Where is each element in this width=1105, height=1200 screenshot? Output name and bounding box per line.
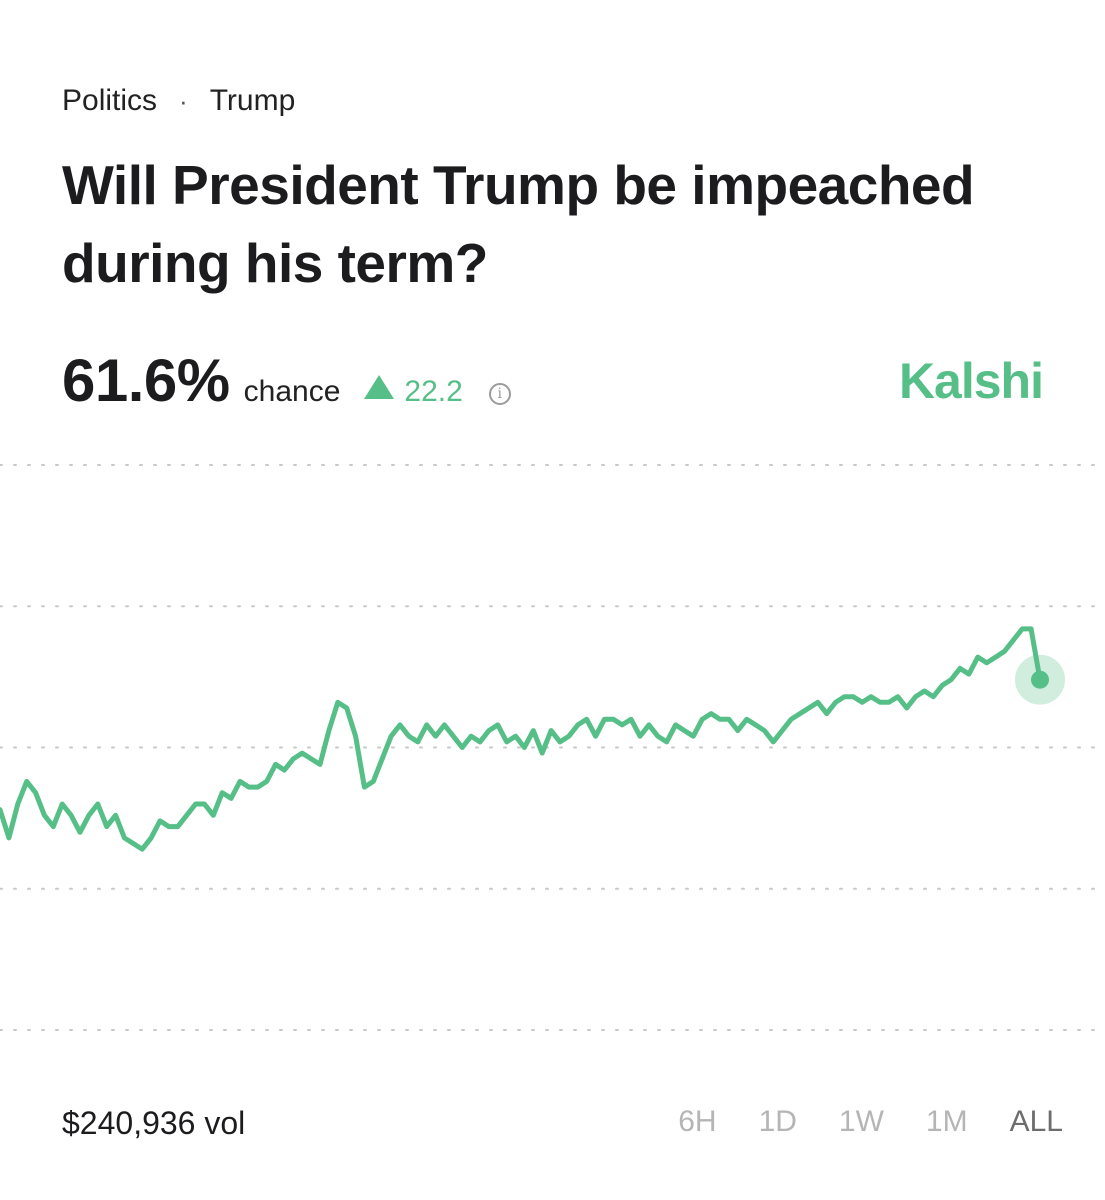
time-range-selector: 6H 1D 1W 1M ALL <box>636 1105 1063 1139</box>
market-title: Will President Trump be impeached during… <box>62 154 975 294</box>
triangle-up-icon <box>364 375 395 399</box>
market-stats: 61.6% chance 22.2 i <box>62 346 511 426</box>
brand-logo[interactable]: Kalshi <box>898 353 1044 409</box>
chart-endpoint-dot <box>1031 670 1049 689</box>
range-1m[interactable]: 1M <box>925 1105 968 1138</box>
change-value: 22.2 <box>404 375 463 408</box>
chart-series-line <box>0 626 1043 852</box>
change-indicator: 22.2 <box>364 375 463 409</box>
breadcrumb-category[interactable]: Politics <box>62 84 158 117</box>
chart-gridlines <box>0 464 1105 1031</box>
range-all[interactable]: ALL <box>1009 1105 1063 1138</box>
range-1w[interactable]: 1W <box>838 1105 884 1138</box>
breadcrumb-separator: · <box>179 85 188 116</box>
volume-label: $240,936 vol <box>62 1105 246 1141</box>
chance-label: chance <box>243 375 341 408</box>
breadcrumb-subcategory[interactable]: Trump <box>209 84 296 117</box>
price-chart[interactable] <box>0 440 1105 1060</box>
range-6h[interactable]: 6H <box>678 1105 717 1138</box>
info-icon[interactable]: i <box>488 383 511 405</box>
breadcrumb: Politics · Trump <box>62 84 295 118</box>
range-1d[interactable]: 1D <box>758 1105 797 1138</box>
probability-value: 61.6% <box>62 347 230 414</box>
